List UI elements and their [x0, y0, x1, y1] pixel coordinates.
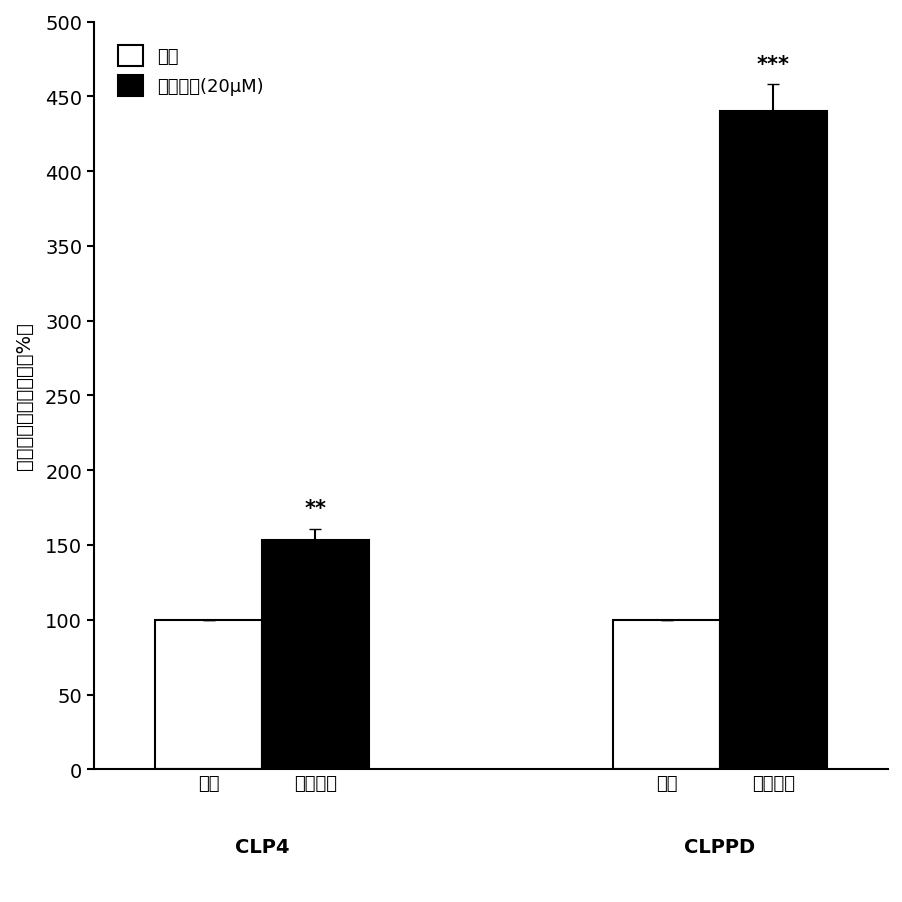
Bar	[262, 541, 368, 769]
Text: CLPPD: CLPPD	[684, 837, 755, 856]
Bar	[719, 112, 826, 769]
Text: CLP4: CLP4	[235, 837, 289, 856]
Legend: 对照, 罗格列酷(20μM): 对照, 罗格列酷(20μM)	[103, 32, 278, 111]
Text: ***: ***	[756, 55, 789, 75]
Text: **: **	[304, 499, 326, 519]
Bar	[155, 620, 262, 769]
Bar	[612, 620, 719, 769]
Y-axis label: 荚光素酶活性的激活（%）: 荚光素酶活性的激活（%）	[15, 322, 34, 470]
